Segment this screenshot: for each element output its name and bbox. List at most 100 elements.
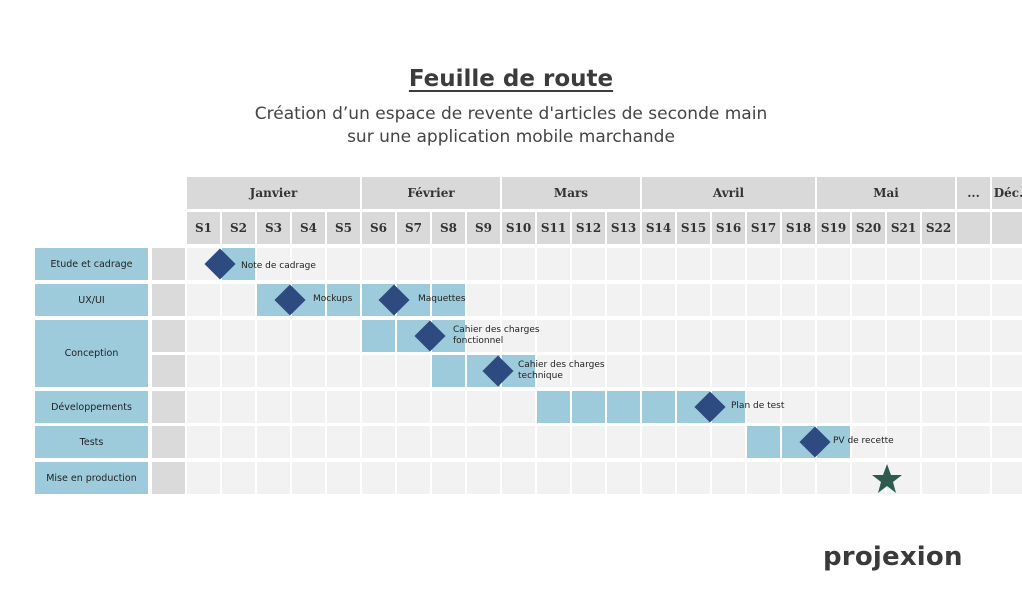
week-header: S1 [187,212,220,244]
category-label: Développements [35,391,148,423]
milestone-label: Plan de test [731,401,785,411]
grid-cell [922,462,955,494]
grid-cell [817,248,850,280]
grid-cell [607,426,640,458]
week-header: S21 [887,212,920,244]
grid-cell [502,391,535,423]
grid-cell [922,320,955,352]
task-bar-cell [432,355,465,387]
grid-cell [397,391,430,423]
page-title: Feuille de route [408,66,614,92]
grid-cell [712,355,745,387]
grid-cell [887,320,920,352]
grid-cell [712,284,745,316]
grid-cell [292,248,325,280]
grid-cell [852,355,885,387]
grid-cell [922,426,955,458]
grid-cell [502,320,535,352]
week-header: S19 [817,212,850,244]
week-header [957,212,990,244]
task-bar-cell [607,391,640,423]
grid-cell [782,462,815,494]
grid-cell [572,462,605,494]
grid-cell [537,248,570,280]
grid-cell [677,426,710,458]
grid-cell [992,320,1022,352]
projexion-logo: projexion [823,542,963,572]
task-bar-cell [362,320,395,352]
grid-cell [782,320,815,352]
grid-cell [187,320,220,352]
grid-cell [327,391,360,423]
grid-cell [467,426,500,458]
grid-cell [817,284,850,316]
grid-cell [292,320,325,352]
grid-cell [397,426,430,458]
grid-cell [992,391,1022,423]
grid-cell [747,320,780,352]
grid-cell [572,284,605,316]
month-header: Mars [502,177,640,209]
task-bar-cell [537,391,570,423]
milestone-label: Mockups [313,294,353,304]
grid-cell [607,462,640,494]
grid-cell [782,284,815,316]
week-header: S17 [747,212,780,244]
grid-cell [817,391,850,423]
grid-cell [222,462,255,494]
week-header: S22 [922,212,955,244]
grid-cell [502,248,535,280]
category-label: Etude et cadrage [35,248,148,280]
grid-cell [817,355,850,387]
week-header [992,212,1022,244]
grid-cell [327,248,360,280]
grid-cell [222,320,255,352]
grid-cell [782,391,815,423]
grid-cell [642,355,675,387]
grid-cell [187,391,220,423]
grid-cell [467,320,500,352]
grid-cell [537,320,570,352]
grid-cell [537,355,570,387]
grid-cell [642,248,675,280]
grid-cell [152,320,185,352]
grid-cell [362,462,395,494]
grid-cell [292,391,325,423]
grid-cell [642,462,675,494]
grid-cell [152,391,185,423]
month-header: Avril [642,177,815,209]
grid-cell [712,320,745,352]
grid-cell [992,462,1022,494]
grid-cell [957,248,990,280]
grid-cell [222,391,255,423]
grid-cell [957,320,990,352]
grid-cell [432,391,465,423]
grid-cell [397,462,430,494]
grid-cell [257,248,290,280]
grid-cell [957,355,990,387]
grid-cell [222,355,255,387]
grid-cell [467,284,500,316]
grid-cell [922,284,955,316]
grid-cell [642,320,675,352]
week-header: S18 [782,212,815,244]
week-header: S10 [502,212,535,244]
grid-cell [992,248,1022,280]
grid-cell [607,320,640,352]
week-header: S2 [222,212,255,244]
grid-cell [922,355,955,387]
grid-cell [537,284,570,316]
grid-cell [852,391,885,423]
grid-cell [327,320,360,352]
grid-cell [537,426,570,458]
grid-cell [677,320,710,352]
grid-cell [327,355,360,387]
category-label: UX/UI [35,284,148,316]
grid-cell [922,391,955,423]
week-header: S14 [642,212,675,244]
grid-cell [257,462,290,494]
grid-cell [922,248,955,280]
grid-cell [292,462,325,494]
grid-cell [467,248,500,280]
grid-cell [887,284,920,316]
